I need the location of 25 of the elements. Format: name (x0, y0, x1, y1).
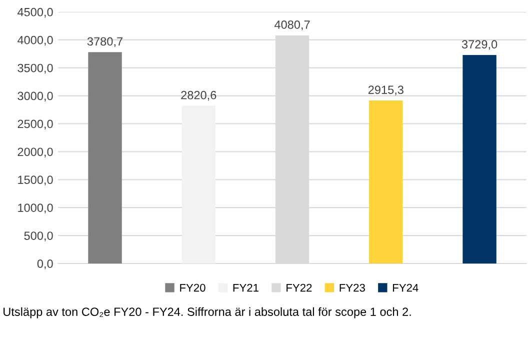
bar (462, 55, 496, 264)
legend-label: FY22 (286, 284, 312, 292)
y-tick-label: 1000,0 (18, 204, 53, 214)
text: Utsläpp av ton CO₂e FY20 - FY24. Siffrorna är i absoluta tal för scope 1 och 2. (4, 307, 411, 318)
data-label: 2915,3 (368, 86, 404, 96)
bar (182, 106, 216, 264)
y-tick-label: 2000,0 (18, 148, 53, 158)
data-label: 3729,0 (462, 40, 498, 50)
y-tick-label: 1500,0 (18, 176, 53, 186)
legend-label: FY20 (180, 284, 206, 292)
y-tick-label: 3500,0 (18, 64, 53, 74)
legend-label: FY24 (393, 284, 418, 292)
bar (88, 52, 122, 264)
y-tick-label: 4500,0 (17, 8, 53, 18)
y-tick-label: 4000,0 (17, 36, 53, 46)
data-label: 2820,6 (181, 90, 216, 101)
data-label: 3780,7 (87, 37, 122, 48)
bar (369, 100, 403, 264)
y-tick-label: 2500,0 (18, 120, 53, 130)
y-tick-label: 500,0 (24, 232, 53, 242)
y-tick-label: 0,0 (37, 260, 53, 270)
legend-label: FY21 (233, 284, 258, 292)
data-label: 4080,7 (274, 20, 310, 30)
y-tick-label: 3000,0 (18, 92, 53, 102)
legend-label: FY23 (340, 284, 365, 292)
